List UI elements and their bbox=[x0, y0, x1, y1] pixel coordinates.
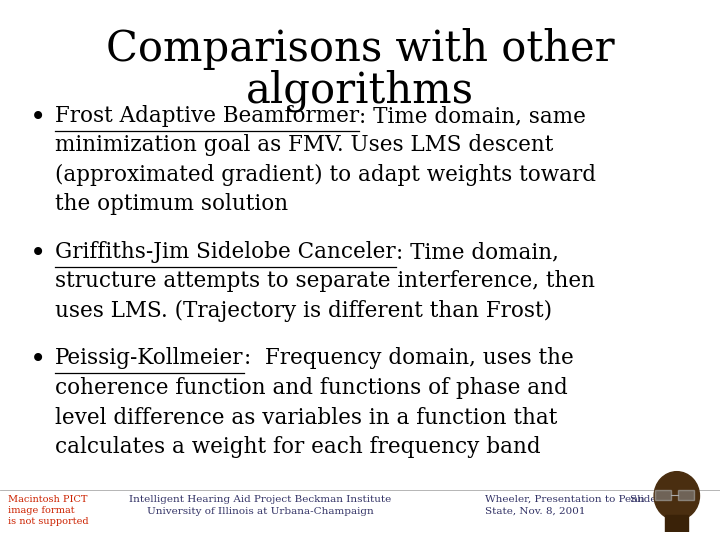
Bar bbox=[678, 490, 693, 500]
Text: calculates a weight for each frequency band: calculates a weight for each frequency b… bbox=[55, 436, 541, 458]
Text: algorithms: algorithms bbox=[246, 70, 474, 112]
Text: Macintosh PICT
image format
is not supported: Macintosh PICT image format is not suppo… bbox=[8, 495, 89, 526]
Text: (approximated gradient) to adapt weights toward: (approximated gradient) to adapt weights… bbox=[55, 164, 596, 186]
Text: the optimum solution: the optimum solution bbox=[55, 193, 288, 215]
Text: minimization goal as FMV. Uses LMS descent: minimization goal as FMV. Uses LMS desce… bbox=[55, 134, 554, 157]
Bar bbox=[655, 490, 671, 500]
Text: uses LMS. (Trajectory is different than Frost): uses LMS. (Trajectory is different than … bbox=[55, 300, 552, 322]
Text: Wheeler, Presentation to Penn
State, Nov. 8, 2001: Wheeler, Presentation to Penn State, Nov… bbox=[485, 495, 644, 516]
Text: •: • bbox=[30, 105, 46, 132]
Text: :  Frequency domain, uses the: : Frequency domain, uses the bbox=[243, 348, 573, 369]
Ellipse shape bbox=[654, 471, 700, 520]
Text: Slide 20: Slide 20 bbox=[630, 495, 673, 504]
Bar bbox=[665, 515, 688, 532]
Text: Griffiths-Jim Sidelobe Canceler: Griffiths-Jim Sidelobe Canceler bbox=[55, 241, 395, 263]
Text: : Time domain, same: : Time domain, same bbox=[359, 105, 586, 127]
Text: Frost Adaptive Beamformer: Frost Adaptive Beamformer bbox=[55, 105, 359, 127]
Text: Intelligent Hearing Aid Project Beckman Institute
University of Illinois at Urba: Intelligent Hearing Aid Project Beckman … bbox=[129, 495, 391, 516]
Text: structure attempts to separate interference, then: structure attempts to separate interfere… bbox=[55, 271, 595, 293]
Text: Peissig-Kollmeier: Peissig-Kollmeier bbox=[55, 348, 243, 369]
Text: •: • bbox=[30, 348, 46, 375]
Text: Comparisons with other: Comparisons with other bbox=[106, 28, 614, 70]
Text: coherence function and functions of phase and: coherence function and functions of phas… bbox=[55, 377, 568, 399]
Text: level difference as variables in a function that: level difference as variables in a funct… bbox=[55, 407, 557, 429]
Text: : Time domain,: : Time domain, bbox=[395, 241, 559, 263]
Text: •: • bbox=[30, 241, 46, 268]
